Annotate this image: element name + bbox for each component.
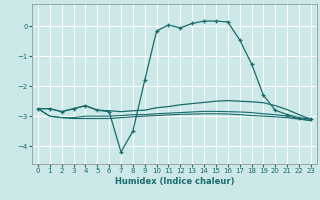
X-axis label: Humidex (Indice chaleur): Humidex (Indice chaleur)	[115, 177, 234, 186]
